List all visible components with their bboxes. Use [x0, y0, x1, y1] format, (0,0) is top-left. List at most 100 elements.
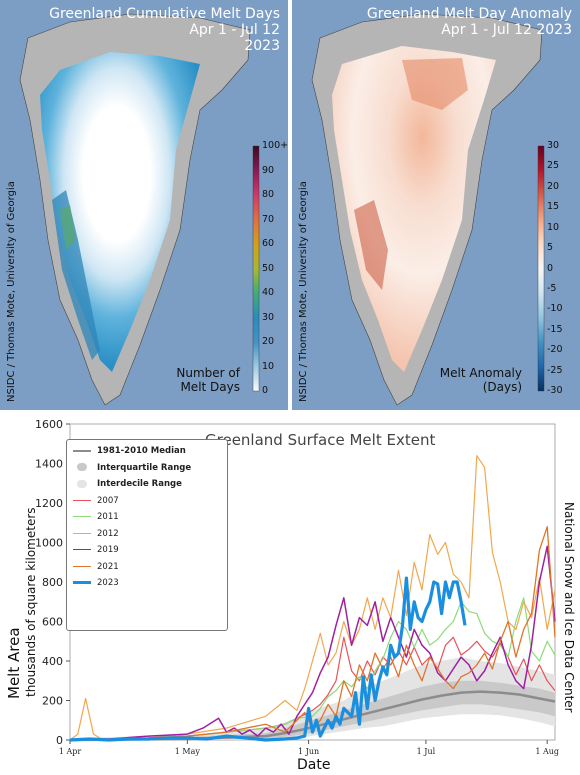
- cumulative-colorbar-tick-label: 20: [262, 336, 275, 347]
- nsidc-side-credit: National Snow and Ice Data Center: [562, 502, 576, 713]
- legend-item: 2011: [73, 512, 119, 525]
- series-line-2012: [69, 454, 556, 741]
- legend-swatch: [73, 532, 91, 534]
- series-line-2023: [69, 576, 467, 742]
- cumulative-colorbar-tick-label: 40: [262, 287, 275, 298]
- cumulative-colorbar-tick-label: 30: [262, 311, 275, 323]
- cumulative-map-title: Greenland Cumulative Melt Days Apr 1 - J…: [49, 6, 280, 54]
- cumulative-colorbar-tick-label: 70: [262, 213, 275, 225]
- southwest-green-band: [60, 205, 76, 250]
- cumulative-colorbar-tick-label: 100+: [262, 140, 288, 151]
- anomaly-colorbar-tick-label: -20: [547, 344, 563, 356]
- legend-label: Interquartile Range: [97, 462, 192, 473]
- anomaly-colorbar-title-line2: (Days): [482, 380, 522, 394]
- anomaly-colorbar-title-line1: Melt Anomaly: [439, 366, 522, 380]
- y-tick-label: 200: [42, 695, 63, 708]
- melt-anomaly-map-panel: Greenland Melt Day Anomaly Apr 1 - Jul 1…: [292, 0, 580, 410]
- legend-swatch: [77, 463, 87, 471]
- x-tick-label: 1 May: [175, 747, 201, 756]
- y-tick-label: 1400: [35, 458, 63, 471]
- cumulative-melt-map: [19, 13, 260, 406]
- cumulative-map-title-line1: Greenland Cumulative Melt Days: [49, 6, 280, 22]
- y-axis-label-main: Melt Area: [5, 627, 23, 699]
- y-axis-label-sub: thousands of square kilometers: [24, 507, 38, 697]
- northeast-positive-anomaly: [402, 58, 468, 110]
- cumulative-colorbar-title-line2: Melt Days: [180, 380, 240, 394]
- legend-item: 2019: [73, 545, 119, 558]
- series-line-2021: [69, 526, 556, 741]
- anomaly-colorbar-tick-label: -5: [547, 282, 557, 294]
- anomaly-colorbar: [537, 145, 545, 392]
- legend-item: 2012: [73, 529, 119, 542]
- x-tick-label: 1 Jun: [298, 747, 319, 756]
- legend-label: 2011: [97, 512, 119, 522]
- cumulative-colorbar-tick-label: 60: [262, 238, 275, 249]
- cumulative-colorbar-title-line1: Number of: [176, 366, 240, 380]
- legend-label: 2019: [97, 545, 119, 555]
- legend-swatch: [73, 549, 91, 550]
- series-line-2019: [69, 545, 556, 741]
- cumulative-colorbar-tick-label: 80: [262, 189, 275, 200]
- cumulative-colorbar: [252, 145, 260, 392]
- anomaly-map-credit: NSIDC / Thomas Mote, University of Georg…: [298, 181, 309, 402]
- chart-title: Greenland Surface Melt Extent: [205, 431, 436, 449]
- anomaly-colorbar-tick-label: -25: [547, 364, 563, 376]
- y-tick-label: 1000: [35, 537, 63, 550]
- legend-item: Interquartile Range: [73, 463, 191, 476]
- x-tick-label: 1 Aug: [535, 747, 559, 756]
- y-tick-label: 1200: [35, 497, 63, 510]
- x-tick-label: 1 Jul: [417, 747, 436, 756]
- x-axis-label: Date: [297, 757, 331, 773]
- y-tick-label: 600: [42, 616, 63, 629]
- legend-label: 2012: [97, 528, 119, 539]
- legend-label: Interdecile Range: [97, 479, 182, 489]
- anomaly-colorbar-tick-label: 0: [547, 262, 554, 274]
- legend-swatch: [73, 499, 91, 501]
- legend-item: 1981-2010 Median: [73, 446, 186, 459]
- cumulative-colorbar-tick-label: 50: [262, 262, 275, 274]
- cumulative-colorbar-tick-label: 10: [262, 360, 275, 372]
- legend-item: 2021: [73, 562, 119, 575]
- band-interquartile-range: [70, 680, 555, 740]
- anomaly-colorbar-tick-label: -10: [547, 303, 563, 315]
- anomaly-colorbar-tick-label: 20: [547, 180, 560, 192]
- anomaly-colorbar-tick-label: 5: [547, 242, 554, 254]
- anomaly-colorbar-title: Melt Anomaly (Days): [440, 366, 522, 394]
- anomaly-colorbar-tick-label: 15: [547, 201, 560, 213]
- legend-swatch: [73, 516, 91, 517]
- cumulative-colorbar-title: Number of Melt Days: [176, 366, 240, 394]
- legend-label: 2023: [97, 578, 119, 588]
- legend-item: Interdecile Range: [73, 479, 182, 492]
- anomaly-colorbar-tick-label: 25: [547, 160, 560, 172]
- anomaly-colorbar-tick-label: -30: [547, 385, 563, 396]
- anomaly-map-title-line1: Greenland Melt Day Anomaly: [366, 6, 572, 22]
- series-line-1981-2010-median: [69, 690, 556, 742]
- anomaly-map-title: Greenland Melt Day Anomaly Apr 1 - Jul 1…: [367, 6, 572, 38]
- cumulative-melt-map-panel: Greenland Cumulative Melt Days Apr 1 - J…: [0, 0, 288, 410]
- chart-legend: 1981-2010 Median Interquartile Range Inter…: [66, 439, 228, 631]
- y-tick-label: 0: [56, 734, 63, 747]
- greenland-anomaly-ice: [332, 46, 496, 372]
- legend-label: 2007: [97, 495, 119, 506]
- y-tick-label: 800: [42, 576, 63, 589]
- legend-item: 2007: [73, 496, 119, 509]
- anomaly-colorbar-tick-label: 10: [547, 221, 560, 233]
- legend-swatch: [73, 565, 91, 567]
- cumulative-map-title-line2: Apr 1 - Jul 12: [189, 22, 280, 38]
- melt-extent-chart-area: 0 200 400 600 800 1000 1200 1400 1600 1 Apr 1 May 1…: [0, 414, 580, 775]
- melt-anomaly-map: [311, 13, 545, 406]
- cumulative-map-credit: NSIDC / Thomas Mote, University of Georg…: [6, 181, 17, 402]
- band-interdecile-range: [70, 657, 555, 740]
- legend-swatch: [77, 479, 87, 488]
- legend-label: 1981-2010 Median: [97, 446, 186, 456]
- x-tick-label: 1 Apr: [59, 747, 82, 756]
- y-tick-label: 1600: [35, 418, 63, 431]
- west-positive-anomaly: [354, 200, 388, 290]
- y-tick-label: 400: [42, 655, 63, 668]
- anomaly-colorbar-tick-label: 30: [547, 140, 560, 151]
- legend-item: 2023: [73, 578, 119, 591]
- cumulative-map-title-line3: 2023: [244, 38, 280, 54]
- anomaly-map-title-line2: Apr 1 - Jul 12 2023: [441, 22, 572, 38]
- anomaly-colorbar-tick-label: -15: [547, 323, 563, 335]
- cumulative-colorbar-tick-label: 90: [262, 164, 275, 176]
